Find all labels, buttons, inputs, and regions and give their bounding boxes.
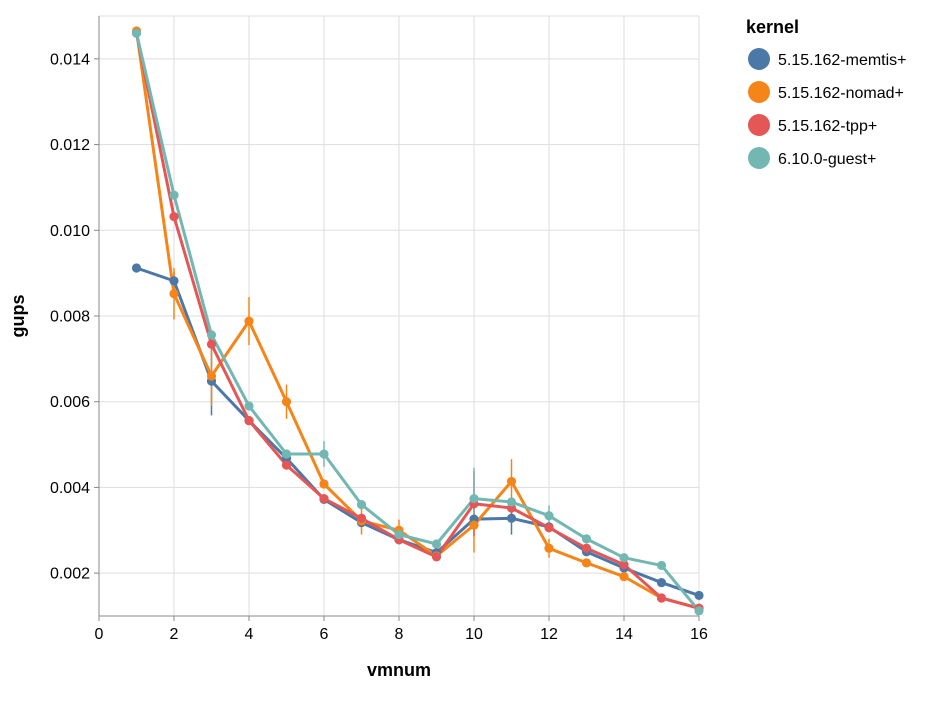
series-line	[135, 30, 700, 610]
series-points	[131, 26, 704, 616]
y-axis-title: gups	[8, 295, 28, 338]
legend-symbol	[748, 147, 770, 169]
x-tick-label: 16	[690, 626, 708, 643]
data-point	[506, 497, 517, 507]
x-tick-label: 10	[465, 626, 483, 643]
legend-symbol	[748, 48, 770, 70]
data-point	[544, 523, 554, 533]
data-point	[169, 211, 179, 222]
data-point	[469, 493, 479, 504]
data-point	[506, 476, 517, 487]
data-point	[169, 276, 179, 286]
legend-title: kernel	[746, 17, 799, 37]
data-point	[694, 590, 704, 601]
y-tick-label: 0.012	[50, 137, 90, 154]
y-tick-label: 0.008	[50, 309, 90, 326]
data-point	[619, 559, 629, 570]
data-point	[544, 511, 554, 521]
legend-label: 6.10.0-guest+	[778, 151, 876, 168]
x-tick-label: 0	[95, 626, 104, 643]
x-tick-label: 12	[540, 626, 558, 643]
data-point	[506, 513, 517, 523]
data-point	[356, 499, 367, 510]
series-lines	[135, 30, 701, 612]
data-point	[131, 263, 142, 273]
legend-symbol	[748, 114, 770, 136]
data-point	[206, 339, 217, 349]
legend-label: 5.15.162-nomad+	[778, 85, 904, 102]
data-point	[544, 543, 554, 553]
data-point	[581, 543, 592, 553]
data-point	[581, 534, 592, 544]
data-point	[619, 553, 629, 563]
y-tick-label: 0.002	[50, 566, 90, 583]
data-point	[656, 577, 667, 588]
data-point	[356, 513, 367, 523]
data-point	[244, 316, 254, 326]
legend-label: 5.15.162-tpp+	[778, 118, 877, 135]
data-point	[206, 371, 217, 381]
data-point	[656, 593, 667, 603]
data-point	[169, 190, 179, 200]
data-point	[431, 539, 442, 549]
x-tick-label: 8	[395, 626, 404, 643]
tick-labels: 0 2 4 6 8 10 12 14 16 0.002 0.004 0.006 0.008 0.010 0.…	[50, 51, 708, 643]
y-tick-label: 0.006	[50, 394, 90, 411]
legend-symbol	[748, 81, 770, 103]
legend: kernel 5.15.162-memtis+ 5.15.162-nomad+ 5.…	[746, 17, 907, 169]
grid-lines	[98, 15, 700, 616]
data-point	[281, 397, 292, 407]
data-point	[431, 552, 442, 562]
data-point	[244, 401, 254, 411]
x-tick-label: 4	[245, 626, 254, 643]
y-tick-label: 0.004	[50, 480, 90, 497]
y-tick-label: 0.010	[50, 223, 90, 240]
data-point	[131, 28, 142, 38]
x-tick-label: 6	[320, 626, 329, 643]
data-point	[206, 330, 217, 340]
x-tick-label: 2	[170, 626, 179, 643]
series-line	[135, 32, 701, 612]
data-point	[319, 493, 329, 504]
y-tick-label: 0.014	[50, 51, 90, 68]
data-point	[281, 449, 292, 459]
data-point	[319, 479, 329, 489]
series-line	[136, 266, 700, 597]
data-point	[319, 449, 329, 459]
data-point	[619, 571, 629, 582]
data-point	[694, 606, 704, 616]
data-point	[169, 289, 179, 299]
data-point	[656, 560, 667, 571]
axes	[94, 16, 700, 621]
data-point	[244, 415, 254, 426]
data-point	[281, 460, 292, 470]
data-point	[394, 529, 404, 540]
series-line	[135, 32, 700, 610]
x-tick-label: 14	[615, 626, 633, 643]
x-axis-title: vmnum	[367, 660, 431, 680]
data-point	[469, 520, 479, 530]
data-point	[581, 558, 592, 568]
legend-label: 5.15.162-memtis+	[778, 52, 907, 69]
